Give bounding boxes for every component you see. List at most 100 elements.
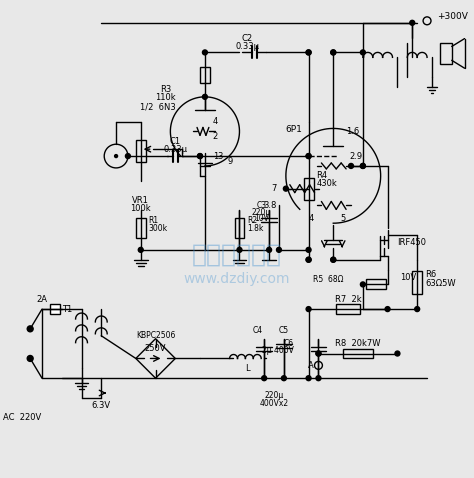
Bar: [412, 271, 422, 294]
Bar: [136, 218, 146, 238]
Text: 110k: 110k: [155, 93, 176, 102]
Circle shape: [306, 153, 311, 159]
Circle shape: [276, 248, 282, 252]
Text: KBPC2506: KBPC2506: [136, 331, 175, 340]
Bar: [366, 280, 385, 289]
Text: 430k: 430k: [317, 179, 337, 188]
Text: 10V: 10V: [254, 214, 269, 223]
Text: C4: C4: [252, 326, 262, 335]
Text: 7: 7: [272, 184, 277, 193]
Text: R3: R3: [160, 86, 171, 95]
Circle shape: [202, 94, 208, 99]
Text: 220μ: 220μ: [252, 208, 271, 217]
Text: L: L: [245, 364, 250, 373]
Bar: [304, 178, 313, 199]
Bar: [235, 218, 245, 238]
Circle shape: [331, 50, 336, 55]
Text: R6: R6: [425, 270, 437, 279]
Text: R8  20k7W: R8 20k7W: [335, 339, 381, 348]
Text: +300V: +300V: [437, 12, 468, 22]
Circle shape: [306, 376, 311, 380]
Circle shape: [331, 50, 336, 55]
Text: 0.33μ: 0.33μ: [236, 42, 259, 51]
Text: 2: 2: [213, 132, 218, 141]
Text: 1.6: 1.6: [346, 127, 359, 136]
Text: 3.8: 3.8: [264, 201, 277, 210]
Circle shape: [306, 50, 311, 55]
Circle shape: [115, 154, 118, 158]
Bar: [440, 43, 452, 64]
Circle shape: [126, 153, 130, 159]
Text: 2A: 2A: [36, 295, 47, 304]
Circle shape: [331, 257, 336, 262]
Circle shape: [316, 351, 321, 356]
Text: AC  220V: AC 220V: [3, 413, 41, 422]
Text: C2: C2: [242, 34, 253, 43]
Text: 10V: 10V: [401, 273, 417, 282]
Text: 4: 4: [213, 117, 218, 126]
Text: 1/2  6N3: 1/2 6N3: [140, 102, 175, 111]
Text: 4: 4: [309, 214, 314, 223]
Text: 1.8k: 1.8k: [247, 224, 264, 233]
Circle shape: [198, 153, 202, 159]
Text: R5  68Ω: R5 68Ω: [313, 275, 343, 284]
Bar: [136, 140, 146, 162]
Circle shape: [27, 326, 33, 332]
Text: R1: R1: [149, 216, 159, 225]
Circle shape: [410, 21, 415, 25]
Circle shape: [283, 186, 288, 191]
Circle shape: [306, 257, 311, 262]
Text: 400Vx2: 400Vx2: [259, 399, 289, 408]
Circle shape: [385, 306, 390, 312]
Text: 6P1: 6P1: [285, 125, 302, 134]
Text: R4: R4: [317, 171, 328, 180]
Bar: [50, 304, 60, 314]
Circle shape: [237, 248, 242, 252]
Circle shape: [360, 50, 365, 55]
Circle shape: [27, 356, 33, 361]
Text: R2: R2: [247, 216, 257, 225]
Text: 5: 5: [340, 214, 346, 223]
Text: 电子制作天地: 电子制作天地: [191, 243, 282, 267]
Text: C6: C6: [283, 339, 294, 348]
Circle shape: [306, 50, 311, 55]
Circle shape: [306, 257, 311, 262]
Circle shape: [415, 306, 419, 312]
Text: 1: 1: [213, 152, 218, 161]
Text: C1: C1: [170, 137, 181, 146]
Circle shape: [262, 376, 267, 380]
Text: 2μ 400V: 2μ 400V: [262, 346, 294, 355]
Text: A: A: [308, 361, 313, 370]
Circle shape: [348, 163, 354, 168]
Text: 0.33μ: 0.33μ: [164, 145, 187, 153]
Text: 63Ω5W: 63Ω5W: [425, 279, 456, 288]
Circle shape: [331, 257, 336, 262]
Text: 2.9: 2.9: [349, 152, 363, 161]
Circle shape: [360, 282, 365, 287]
Text: IRF450: IRF450: [397, 239, 427, 248]
Text: T1: T1: [62, 304, 72, 314]
Circle shape: [282, 376, 286, 380]
Circle shape: [360, 163, 365, 168]
Circle shape: [306, 153, 311, 159]
Text: 300k: 300k: [149, 224, 168, 233]
Text: C5: C5: [279, 326, 289, 335]
Circle shape: [138, 248, 143, 252]
Circle shape: [198, 153, 202, 159]
Circle shape: [267, 248, 272, 252]
Circle shape: [395, 351, 400, 356]
Bar: [200, 67, 210, 83]
Circle shape: [306, 248, 311, 252]
Text: 6.3V: 6.3V: [91, 402, 111, 410]
Text: 220μ: 220μ: [264, 391, 283, 401]
Text: C3: C3: [256, 201, 266, 210]
Text: 250V: 250V: [145, 344, 166, 353]
Circle shape: [316, 376, 321, 380]
Text: www.dzdiy.com: www.dzdiy.com: [183, 272, 290, 286]
Text: 9: 9: [228, 156, 233, 165]
Text: R7  2k: R7 2k: [335, 295, 361, 304]
Circle shape: [202, 50, 208, 55]
Text: 3: 3: [217, 152, 222, 161]
Bar: [343, 348, 373, 358]
Circle shape: [360, 163, 365, 168]
